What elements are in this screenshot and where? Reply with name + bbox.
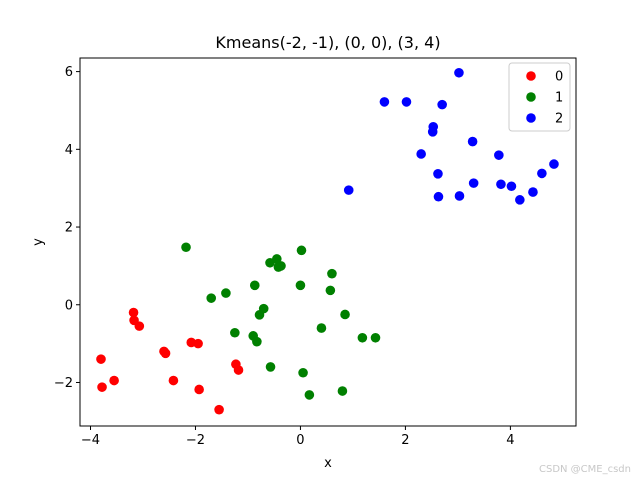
point-series-2-17 bbox=[528, 187, 538, 197]
point-series-0-10 bbox=[193, 338, 203, 349]
legend-label-1: 1 bbox=[555, 91, 563, 106]
point-series-0-14 bbox=[233, 365, 244, 375]
legend-box bbox=[508, 62, 571, 132]
point-series-2-11 bbox=[467, 136, 478, 147]
point-series-1-19 bbox=[325, 285, 336, 296]
x-tick-label: −2 bbox=[186, 433, 205, 448]
point-series-0-5 bbox=[134, 321, 145, 331]
point-series-1-8 bbox=[258, 303, 269, 314]
point-series-0-7 bbox=[160, 348, 171, 359]
point-series-2-13 bbox=[494, 150, 504, 160]
point-series-2-16 bbox=[515, 195, 525, 205]
legend-marker-0 bbox=[526, 71, 536, 81]
x-axis-label: x bbox=[324, 456, 332, 471]
point-series-1-20 bbox=[327, 268, 337, 279]
point-series-1-23 bbox=[357, 332, 368, 343]
point-series-2-12 bbox=[468, 178, 479, 188]
legend-marker-1 bbox=[526, 92, 536, 102]
point-series-1-24 bbox=[370, 332, 381, 343]
point-series-2-14 bbox=[496, 179, 506, 190]
point-series-2-8 bbox=[437, 99, 447, 110]
x-tick-label: 0 bbox=[296, 433, 304, 448]
point-series-1-2 bbox=[221, 288, 231, 298]
chart-title: Kmeans(-2, -1), (0, 0), (3, 4) bbox=[215, 33, 440, 52]
y-tick-label: 2 bbox=[65, 221, 73, 236]
point-series-2-3 bbox=[416, 149, 426, 159]
point-series-1-5 bbox=[249, 280, 260, 291]
point-series-2-2 bbox=[401, 97, 412, 107]
point-series-1-22 bbox=[340, 309, 350, 320]
point-series-2-10 bbox=[454, 191, 465, 201]
point-series-1-14 bbox=[295, 280, 306, 291]
point-series-0-3 bbox=[128, 307, 139, 318]
point-series-1-18 bbox=[316, 323, 327, 333]
legend-marker-2 bbox=[526, 113, 536, 123]
legend: 0 1 2 bbox=[508, 62, 571, 132]
point-series-1-15 bbox=[296, 245, 307, 256]
point-series-1-17 bbox=[304, 390, 315, 400]
point-series-1-1 bbox=[206, 293, 217, 303]
legend-label-0: 0 bbox=[555, 70, 563, 85]
point-series-2-19 bbox=[549, 159, 559, 169]
point-series-2-0 bbox=[343, 185, 354, 195]
point-series-0-12 bbox=[214, 404, 224, 415]
point-series-2-1 bbox=[379, 97, 390, 107]
point-series-0-8 bbox=[168, 375, 179, 386]
axes-frame bbox=[79, 57, 577, 427]
point-series-0-2 bbox=[109, 375, 119, 386]
watermark: CSDN @CME_csdn bbox=[539, 464, 631, 475]
point-series-1-0 bbox=[181, 242, 191, 253]
point-series-2-7 bbox=[433, 191, 444, 202]
point-series-0-1 bbox=[97, 382, 107, 392]
point-series-0-11 bbox=[194, 384, 204, 395]
y-tick-label: 4 bbox=[65, 143, 73, 158]
plot-marks bbox=[96, 67, 559, 415]
point-series-1-16 bbox=[298, 367, 308, 378]
point-series-1-21 bbox=[337, 386, 348, 396]
point-series-2-18 bbox=[537, 168, 547, 179]
y-axis-ticks: −2 0 2 4 6 bbox=[54, 65, 80, 391]
point-series-1-6 bbox=[252, 336, 262, 347]
point-series-1-13 bbox=[276, 261, 286, 271]
point-series-0-0 bbox=[96, 354, 106, 364]
y-axis-label: y bbox=[31, 238, 46, 246]
point-series-2-15 bbox=[506, 181, 517, 192]
y-tick-label: 6 bbox=[65, 65, 73, 80]
y-tick-label: 0 bbox=[65, 298, 73, 313]
legend-label-2: 2 bbox=[555, 112, 563, 127]
y-tick-label: −2 bbox=[54, 376, 73, 391]
x-tick-label: 4 bbox=[506, 433, 514, 448]
point-series-1-11 bbox=[272, 254, 282, 264]
x-tick-label: 2 bbox=[401, 433, 409, 448]
x-tick-label: −4 bbox=[81, 433, 100, 448]
x-axis-ticks: −4 −2 0 2 4 bbox=[81, 426, 515, 448]
point-series-2-6 bbox=[433, 169, 443, 179]
point-series-1-10 bbox=[265, 362, 276, 372]
point-series-2-5 bbox=[428, 121, 439, 132]
point-series-2-9 bbox=[454, 67, 464, 78]
point-series-1-3 bbox=[230, 327, 240, 338]
